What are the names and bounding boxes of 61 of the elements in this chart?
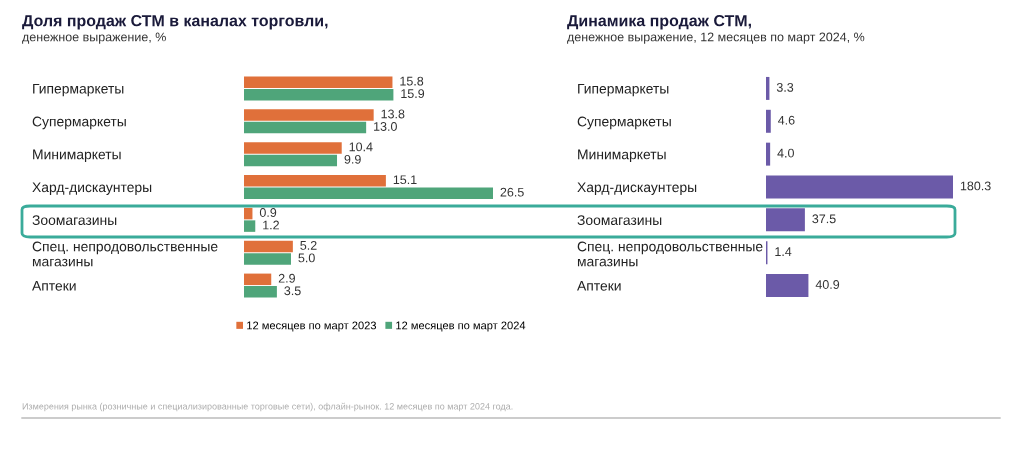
legend-label: 12 месяцев по март 2023 [247, 321, 377, 332]
legend-label: 12 месяцев по март 2024 [396, 321, 526, 332]
data-label: 37.5 [812, 214, 836, 224]
bar [244, 187, 493, 199]
bar [244, 286, 277, 298]
data-label: 1.2 [263, 220, 279, 230]
data-label: 1.4 [775, 247, 792, 256]
data-label: 13.0 [374, 122, 397, 131]
bar [244, 109, 374, 121]
y-tick-label: Супермаркеты [32, 116, 126, 130]
bar [244, 220, 256, 232]
data-label: 0.9 [259, 208, 277, 217]
data-label: 180.3 [960, 181, 991, 191]
chart-title: Доля продаж СТМ в каналах торговли, [22, 14, 328, 30]
data-label: 15.8 [400, 76, 424, 86]
data-label: 2.9 [278, 273, 295, 283]
text: Измерения рынка (розничные и специализированные торговые сети), офлайн-рынок. 12 месяцев по март 2024 года. [22, 402, 513, 412]
chart-title: Динамика продаж СТМ, [567, 14, 751, 30]
data-label: 4.0 [777, 148, 794, 158]
y-tick-label: Гипермаркеты [33, 83, 124, 97]
bar [244, 154, 338, 167]
data-label: 9.9 [344, 154, 361, 164]
bar [244, 88, 394, 101]
bar [244, 240, 293, 253]
data-label: 15.1 [393, 175, 417, 185]
data-label: 3.3 [776, 82, 794, 92]
data-label: 4.6 [778, 115, 795, 125]
y-tick-label: Зоомагазины [32, 215, 117, 226]
bar [244, 121, 367, 134]
bar [244, 76, 393, 88]
bar [766, 175, 953, 199]
y-tick-label: Хард-дискаунтеры [32, 182, 152, 195]
bar [244, 207, 253, 220]
bar [244, 175, 386, 187]
data-label: 26.5 [500, 187, 524, 197]
bar [766, 208, 805, 232]
y-tick-label: Гипермаркеты [578, 83, 669, 97]
y-tick-label: Хард-дискаунтеры [577, 182, 697, 195]
bar [766, 109, 771, 133]
text: денежное выражение, % [22, 32, 166, 44]
bar [244, 273, 272, 286]
y-tick-label: Спец. непродовольственные магазины [32, 241, 218, 267]
y-tick-label: Супермаркеты [577, 116, 671, 130]
data-label: 3.5 [284, 286, 301, 296]
bar [766, 274, 809, 298]
bar [766, 142, 771, 166]
data-label: 5.0 [298, 253, 315, 263]
data-label: 5.2 [300, 240, 317, 250]
data-label: 10.4 [349, 142, 373, 152]
chart-subtitle: денежное выражение, 12 месяцев по март 2024, % [567, 32, 865, 44]
bar [244, 253, 291, 265]
y-tick-label: Минимаркеты [578, 149, 666, 163]
data-label: 13.8 [381, 109, 405, 119]
y-tick-label: Спец. непродовольственные магазины [577, 241, 763, 267]
y-tick-label: Зоомагазины [577, 215, 662, 226]
y-tick-label: Аптеки [32, 281, 76, 291]
bar [244, 142, 342, 154]
y-tick-label: Минимаркеты [33, 149, 121, 163]
y-tick-label: Аптеки [577, 281, 621, 291]
data-label: 15.9 [401, 89, 425, 99]
data-label: 40.9 [815, 280, 840, 289]
